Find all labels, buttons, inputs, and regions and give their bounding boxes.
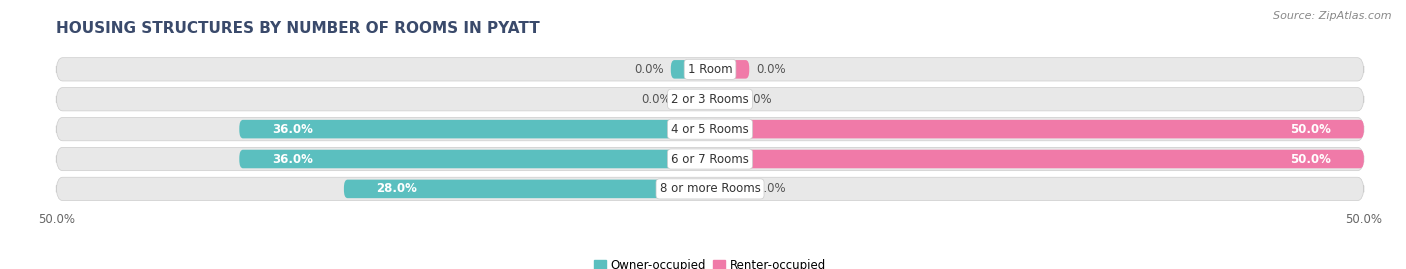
Text: 0.0%: 0.0% — [641, 93, 671, 106]
FancyBboxPatch shape — [56, 88, 1364, 111]
Text: 8 or more Rooms: 8 or more Rooms — [659, 182, 761, 195]
Text: 0.0%: 0.0% — [756, 182, 786, 195]
FancyBboxPatch shape — [678, 90, 710, 108]
Text: 2 or 3 Rooms: 2 or 3 Rooms — [671, 93, 749, 106]
Text: 1 Room: 1 Room — [688, 63, 733, 76]
Legend: Owner-occupied, Renter-occupied: Owner-occupied, Renter-occupied — [589, 254, 831, 269]
FancyBboxPatch shape — [56, 58, 1364, 81]
FancyBboxPatch shape — [710, 60, 749, 79]
FancyBboxPatch shape — [710, 90, 737, 108]
Text: HOUSING STRUCTURES BY NUMBER OF ROOMS IN PYATT: HOUSING STRUCTURES BY NUMBER OF ROOMS IN… — [56, 20, 540, 36]
FancyBboxPatch shape — [710, 150, 1364, 168]
Text: 50.0%: 50.0% — [1291, 123, 1331, 136]
FancyBboxPatch shape — [671, 60, 710, 79]
Text: 36.0%: 36.0% — [271, 153, 314, 165]
Text: 0.0%: 0.0% — [634, 63, 664, 76]
FancyBboxPatch shape — [710, 180, 749, 198]
FancyBboxPatch shape — [56, 177, 1364, 201]
Text: 36.0%: 36.0% — [271, 123, 314, 136]
Text: 50.0%: 50.0% — [1291, 153, 1331, 165]
Text: 4 or 5 Rooms: 4 or 5 Rooms — [671, 123, 749, 136]
FancyBboxPatch shape — [239, 150, 710, 168]
Text: 0.0%: 0.0% — [742, 93, 772, 106]
FancyBboxPatch shape — [56, 147, 1364, 171]
Text: 28.0%: 28.0% — [377, 182, 418, 195]
FancyBboxPatch shape — [239, 120, 710, 138]
FancyBboxPatch shape — [56, 118, 1364, 141]
Text: 6 or 7 Rooms: 6 or 7 Rooms — [671, 153, 749, 165]
FancyBboxPatch shape — [344, 180, 710, 198]
FancyBboxPatch shape — [710, 120, 1364, 138]
Text: Source: ZipAtlas.com: Source: ZipAtlas.com — [1274, 11, 1392, 21]
Text: 0.0%: 0.0% — [756, 63, 786, 76]
